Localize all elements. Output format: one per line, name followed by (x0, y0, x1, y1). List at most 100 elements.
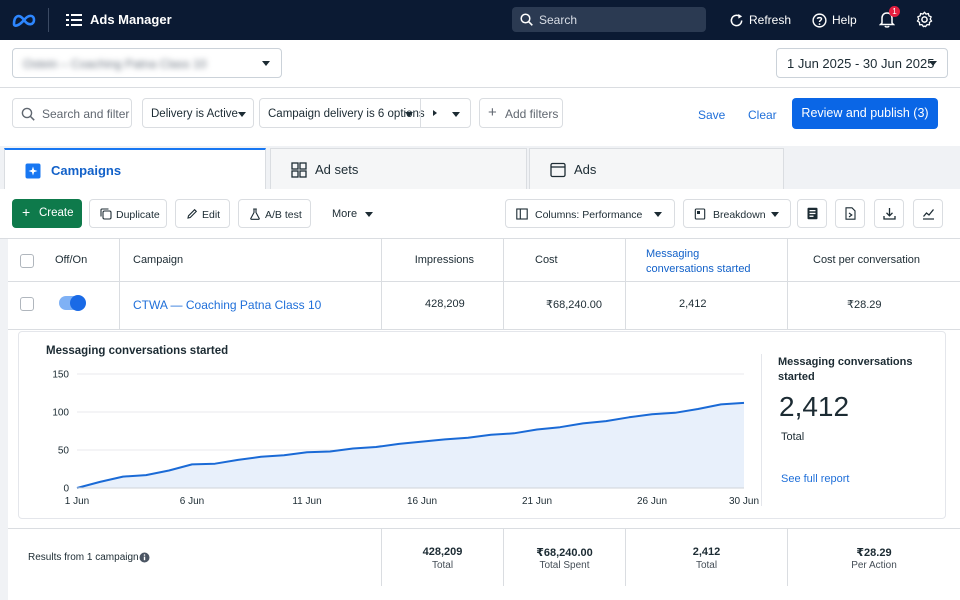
duplicate-label: Duplicate (116, 209, 160, 221)
clear-button[interactable]: Clear (748, 108, 777, 122)
create-button[interactable]: + Create (12, 199, 82, 228)
bell-icon[interactable] (879, 11, 895, 28)
header-impressions[interactable]: Impressions (382, 239, 504, 282)
review-publish-button[interactable]: Review and publish (3) (792, 98, 938, 129)
export-button[interactable] (835, 199, 865, 228)
header-impressions-label: Impressions (414, 254, 474, 266)
toggle-knob (70, 295, 86, 311)
filter-chip-campaign-delivery[interactable]: Campaign delivery is 6 options (259, 98, 471, 128)
y-tick-label: 50 (58, 446, 70, 457)
more-button[interactable]: More (330, 199, 380, 228)
x-tick-label: 11 Jun (292, 496, 321, 507)
help-button[interactable]: Help (812, 11, 857, 29)
date-range-selector[interactable]: 1 Jun 2025 - 30 Jun 2025 (776, 48, 948, 78)
search-filter-input[interactable]: Search and filter (12, 98, 132, 128)
total-impressions-cell: 428,209 Total (382, 528, 504, 586)
columns-dropdown[interactable]: Columns: Performance (505, 199, 675, 228)
gear-icon[interactable] (916, 11, 933, 28)
global-search[interactable]: Search (512, 7, 706, 32)
chevron-right-icon[interactable] (433, 110, 437, 116)
refresh-button[interactable]: Refresh (729, 11, 791, 29)
plus-icon: + (22, 204, 31, 220)
breakdown-icon (694, 208, 706, 220)
breakdown-dropdown[interactable]: Breakdown (683, 199, 791, 228)
x-tick-label: 30 Jun (729, 496, 759, 507)
ab-test-button[interactable]: A/B test (238, 199, 311, 228)
header-cost[interactable]: Cost (504, 239, 626, 282)
tab-ads-label: Ads (574, 162, 597, 177)
add-filters-label: Add filters (505, 107, 559, 121)
tab-campaigns-label: Campaigns (51, 163, 122, 178)
app-title: Ads Manager (90, 12, 172, 27)
select-all-checkbox[interactable] (20, 254, 34, 268)
info-icon[interactable] (139, 552, 150, 563)
edit-button[interactable]: Edit (175, 199, 230, 228)
see-full-report-link[interactable]: See full report (781, 473, 850, 485)
row-cost-per-conversation-cell: ₹28.29 (788, 282, 960, 330)
chevron-down-icon (405, 112, 413, 117)
filter-chip-delivery-label: Delivery is Active (151, 108, 238, 120)
header-messaging-label: Messaging conversations started (646, 248, 751, 275)
total-cost-per-conversation-sub: Per Action (851, 560, 897, 571)
header-cost-label: Cost (535, 254, 558, 266)
row-messaging-value: 2,412 (679, 298, 707, 310)
notification-badge: 1 (889, 6, 900, 17)
document-export-icon (845, 207, 856, 220)
chip-divider (420, 99, 421, 127)
campaign-name-link[interactable]: CTWA — Coaching Patna Class 10 (133, 298, 322, 312)
topbar-divider (48, 8, 49, 32)
summary-sub: Total (781, 431, 805, 443)
plus-icon: + (488, 104, 497, 121)
results-summary-cell: Results from 1 campaign (8, 528, 382, 586)
account-name-blurred: Ostein – Coaching Patna Class 10 (23, 57, 207, 71)
tab-ad-sets-label: Ad sets (315, 162, 359, 177)
y-tick-label: 150 (52, 370, 69, 381)
header-campaign-label: Campaign (133, 254, 184, 266)
charts-button[interactable] (913, 199, 943, 228)
chevron-down-icon (654, 212, 662, 217)
campaign-chart-panel: Messaging conversations started 0 50 100 15… (18, 331, 946, 519)
ad-sets-icon (291, 162, 307, 178)
search-icon (21, 107, 35, 121)
x-tick-label: 21 Jun (522, 496, 552, 507)
duplicate-button[interactable]: Duplicate (89, 199, 167, 228)
filter-chip-delivery[interactable]: Delivery is Active (142, 98, 254, 128)
total-impressions-value: 428,209 (422, 546, 463, 558)
breakdown-label: Breakdown (713, 209, 766, 221)
tab-campaigns[interactable]: Campaigns (4, 148, 266, 189)
chevron-down-icon (771, 212, 779, 217)
x-tick-label: 6 Jun (180, 496, 204, 507)
menu-icon[interactable] (66, 12, 82, 28)
campaign-toggle[interactable] (59, 295, 86, 311)
chevron-down-icon (238, 112, 246, 117)
row-impressions-cell: 428,209 (382, 282, 504, 330)
line-chart-icon (923, 209, 935, 220)
meta-logo-icon[interactable] (12, 11, 36, 29)
top-bar: Ads Manager Search Refresh Help 1 (0, 0, 960, 40)
reports-button[interactable] (797, 199, 827, 228)
header-messaging[interactable]: Messaging conversations started (626, 239, 788, 282)
series-line (76, 401, 745, 489)
x-tick-label: 26 Jun (637, 496, 667, 507)
tab-ad-sets[interactable]: Ad sets (270, 148, 527, 189)
row-checkbox[interactable] (20, 297, 34, 311)
search-icon (520, 13, 533, 26)
row-cost-value: ₹68,240.00 (546, 299, 602, 311)
add-filters-button[interactable]: + Add filters (479, 98, 563, 128)
header-cost-per-conversation[interactable]: Cost per conversation (788, 239, 960, 282)
y-tick-label: 100 (52, 408, 69, 419)
columns-icon (516, 208, 528, 220)
columns-label: Columns: Performance (535, 209, 643, 221)
edit-label: Edit (202, 209, 221, 221)
tab-ads[interactable]: Ads (529, 148, 784, 189)
chevron-down-icon[interactable] (452, 112, 460, 117)
account-selector[interactable]: Ostein – Coaching Patna Class 10 (12, 48, 282, 78)
row-select-cell (8, 282, 45, 330)
save-button[interactable]: Save (698, 108, 726, 122)
download-button[interactable] (874, 199, 904, 228)
header-off-on-label: Off/On (55, 254, 88, 266)
filter-row: Search and filter Delivery is Active Cam… (0, 88, 960, 146)
header-campaign[interactable]: Campaign (120, 239, 382, 282)
campaigns-icon (25, 163, 41, 179)
row-cost-cell: ₹68,240.00 (504, 282, 626, 330)
